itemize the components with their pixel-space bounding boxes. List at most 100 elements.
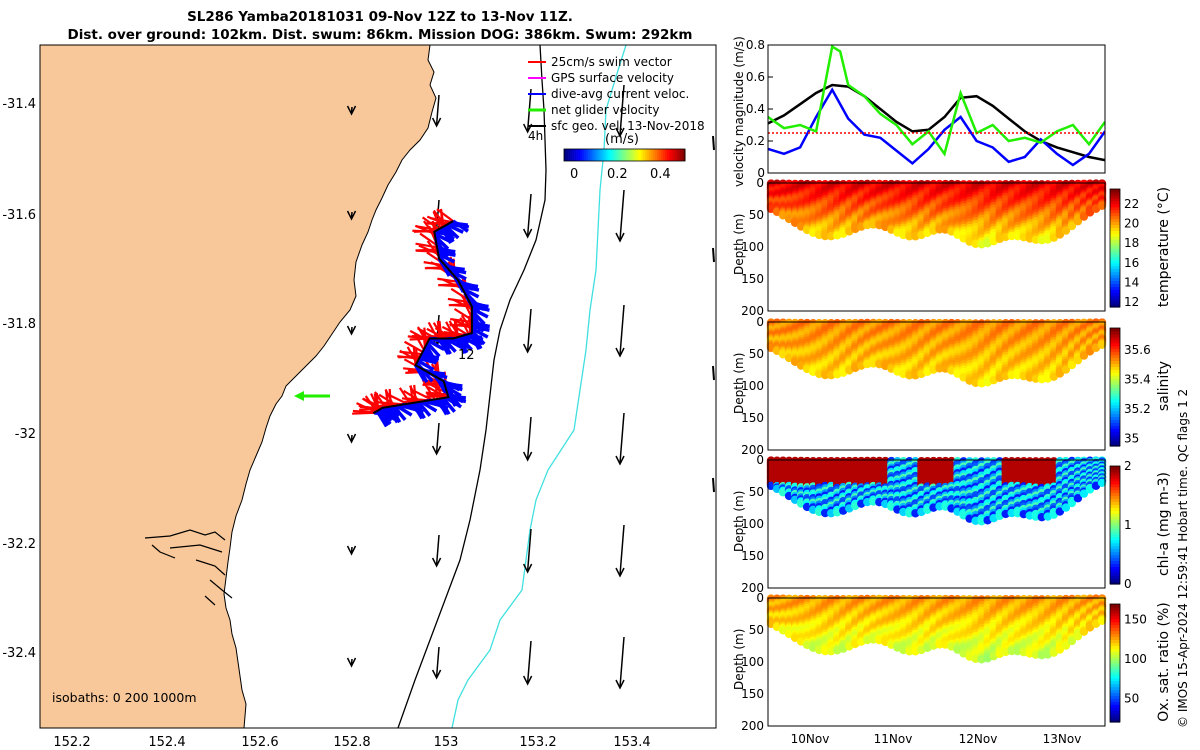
geo-vector bbox=[526, 528, 532, 572]
speed-colorbar-cell bbox=[654, 149, 658, 161]
section-colorbar-cell bbox=[1110, 271, 1120, 276]
section-ytick: 200 bbox=[741, 304, 764, 318]
current-vector bbox=[425, 341, 441, 358]
swim-vector bbox=[459, 317, 470, 335]
map-x-axis: 152.2 152.4 152.6 152.8 153 153.2 153.4 bbox=[53, 735, 650, 750]
section-colorbar-cell bbox=[1110, 274, 1120, 279]
section-colorbar-cell bbox=[1110, 239, 1120, 243]
current-vector bbox=[471, 307, 489, 319]
swim-vector bbox=[398, 387, 411, 405]
swim-vector bbox=[453, 319, 458, 338]
speed-colorbar-cell bbox=[584, 149, 587, 161]
section-colorbar-cell bbox=[1110, 253, 1120, 258]
current-vector bbox=[444, 396, 463, 409]
section-colorbar-cell bbox=[1110, 265, 1120, 270]
speed-colorbar-cell bbox=[622, 149, 625, 161]
section-sample bbox=[1079, 212, 1089, 221]
current-vector bbox=[420, 400, 438, 413]
section-colorbar-label: salinity bbox=[1156, 361, 1172, 411]
speed-tick-04: 0.4 bbox=[650, 167, 671, 182]
section-colorbar-cell bbox=[1110, 200, 1120, 205]
current-vector bbox=[437, 252, 456, 264]
swim-vector bbox=[364, 395, 378, 413]
speed-tick-02: 0.2 bbox=[607, 167, 628, 182]
section-colorbar-cell bbox=[1110, 256, 1120, 261]
section-colorbar-cell bbox=[1110, 206, 1120, 211]
surface-geostrophic-vectors bbox=[346, 84, 715, 690]
current-vector bbox=[471, 324, 490, 332]
speed-colorbar-cell bbox=[578, 149, 581, 161]
section-colorbar-cell bbox=[1110, 224, 1120, 228]
geo-vector-head bbox=[431, 117, 442, 128]
speed-colorbar-cell bbox=[675, 149, 678, 161]
geo-vector-head bbox=[346, 210, 357, 221]
current-vector bbox=[373, 410, 393, 417]
geo-vector-head bbox=[522, 451, 533, 462]
section-colorbar-cell bbox=[1110, 298, 1120, 302]
swim-vector bbox=[388, 388, 393, 407]
estuary-lines bbox=[144, 529, 233, 606]
geo-vector bbox=[435, 646, 440, 678]
swim-vector bbox=[462, 300, 473, 319]
section-colorbar-cell bbox=[1110, 283, 1120, 287]
swim-vector bbox=[373, 393, 379, 412]
section-colorbar-tick: 22 bbox=[1124, 197, 1139, 211]
speed-colorbar-cell bbox=[608, 149, 611, 161]
speed-colorbar-cell bbox=[590, 149, 593, 161]
swim-vector bbox=[445, 321, 456, 339]
speed-colorbar-cell bbox=[673, 149, 676, 161]
isobath-note: isobaths: 0 200 1000m bbox=[52, 690, 197, 705]
section-ytick: 50 bbox=[749, 347, 764, 361]
speed-colorbar-cell bbox=[614, 149, 617, 161]
geo-vector-head bbox=[431, 445, 442, 456]
geo-vector bbox=[435, 94, 440, 126]
map-ytick-314: -31.4 bbox=[2, 97, 36, 112]
section-colorbar-cell bbox=[1110, 292, 1120, 296]
section-colorbar-tick: 1 bbox=[1124, 518, 1132, 532]
section-colorbar-cell bbox=[1110, 218, 1120, 223]
legend-gps: GPS surface velocity bbox=[551, 71, 674, 85]
geo-vector-head bbox=[615, 455, 625, 466]
section-colorbar-cell bbox=[1110, 259, 1120, 264]
section-colorbar-tick: 14 bbox=[1124, 275, 1139, 289]
geo-vector-edge bbox=[712, 365, 715, 381]
speed-colorbar-cell bbox=[652, 149, 656, 161]
speed-colorbar-cell bbox=[594, 149, 597, 161]
geo-vector bbox=[526, 640, 532, 684]
speed-colorbar-cell bbox=[632, 149, 635, 161]
speed-colorbar-cell bbox=[630, 149, 633, 161]
speed-colorbar-cell bbox=[580, 149, 583, 161]
speed-colorbar-cell bbox=[648, 149, 652, 161]
current-vector bbox=[448, 222, 467, 229]
map-xtick-1534: 153.4 bbox=[613, 735, 650, 750]
swim-vector bbox=[421, 216, 440, 230]
map-xtick-153: 153 bbox=[434, 735, 459, 750]
section-colorbar-cell bbox=[1110, 233, 1120, 237]
speed-colorbar-cell bbox=[596, 149, 599, 161]
speed-colorbar-cell bbox=[679, 149, 682, 161]
speed-colorbar-cell bbox=[606, 149, 609, 161]
section-ylabel: Depth (m) bbox=[732, 353, 746, 414]
section-colorbar-cell bbox=[1110, 466, 1120, 470]
current-vector bbox=[446, 223, 464, 234]
section-sample bbox=[1061, 226, 1071, 235]
land-area bbox=[40, 45, 436, 728]
speed-colorbar: (m/s) 0 0.2 0.4 bbox=[563, 132, 686, 182]
map-ytick-324: -32.4 bbox=[2, 646, 36, 661]
map-xtick-1524: 152.4 bbox=[148, 735, 185, 750]
speed-colorbar-cell bbox=[640, 149, 644, 161]
swim-vector bbox=[419, 232, 438, 247]
speed-colorbar-cell bbox=[662, 149, 666, 161]
map-ytick-318: -31.8 bbox=[2, 317, 36, 332]
section-colorbar-cell bbox=[1110, 295, 1120, 299]
speed-colorbar-title: (m/s) bbox=[605, 132, 639, 147]
section-ytick: 0 bbox=[756, 176, 764, 190]
section-sample bbox=[1055, 230, 1065, 239]
speed-colorbar-cell bbox=[658, 149, 662, 161]
geo-vector bbox=[435, 422, 440, 454]
swim-vector bbox=[413, 384, 417, 403]
speed-colorbar-cell bbox=[656, 149, 660, 161]
geo-vector bbox=[526, 416, 532, 460]
